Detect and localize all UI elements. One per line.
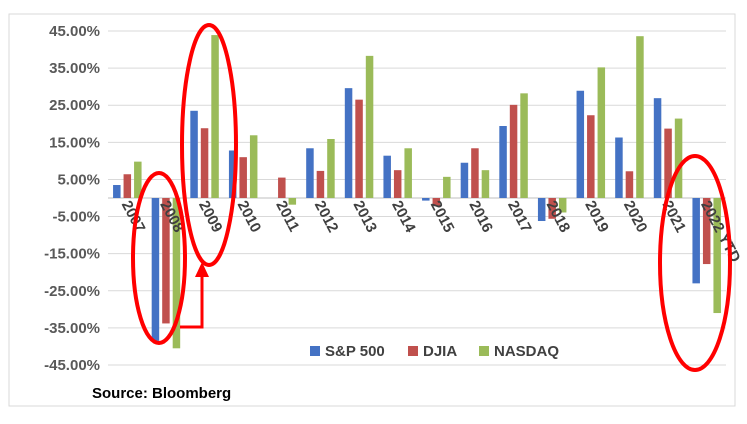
bar — [151, 198, 160, 341]
legend-swatch — [310, 346, 320, 356]
bar — [422, 198, 430, 201]
bar — [664, 128, 672, 198]
bar — [327, 138, 335, 198]
bar — [558, 198, 567, 213]
highlight-ellipse-2008 — [131, 171, 187, 345]
bar — [200, 128, 209, 198]
bar — [316, 170, 325, 198]
bar — [471, 148, 479, 198]
y-tick-label: 25.00% — [49, 97, 100, 114]
bar — [288, 198, 297, 205]
y-tick-label: -45.00% — [44, 357, 100, 374]
bar — [509, 104, 518, 198]
bar — [190, 110, 198, 198]
bar — [576, 90, 585, 198]
highlight-arrow-shaft — [180, 275, 204, 329]
bar — [365, 55, 374, 199]
highlight-ellipse-2022 — [658, 154, 732, 372]
bar — [587, 115, 595, 198]
bar — [228, 150, 237, 198]
highlight-arrow-head — [195, 262, 209, 277]
bar — [460, 162, 469, 198]
bar — [393, 170, 402, 198]
y-tick-label: -15.00% — [44, 246, 100, 263]
bar — [713, 198, 721, 314]
bar — [162, 198, 170, 324]
bar — [172, 198, 181, 349]
bar — [443, 176, 451, 198]
bar — [597, 67, 606, 198]
bar — [481, 170, 490, 198]
bar — [239, 157, 247, 198]
bar — [653, 98, 662, 198]
bar — [692, 198, 700, 284]
bar — [249, 135, 258, 198]
legend-label: S&P 500 — [325, 343, 385, 360]
bar — [615, 137, 623, 198]
bar — [306, 148, 314, 198]
y-tick-label: 15.00% — [49, 134, 100, 151]
legend-label: NASDAQ — [494, 343, 559, 360]
y-tick-label: -35.00% — [44, 320, 100, 337]
bar — [548, 198, 556, 219]
bar — [636, 36, 644, 198]
legend-label: DJIA — [423, 343, 457, 360]
y-tick-label: -5.00% — [52, 209, 100, 226]
bar — [537, 198, 546, 222]
legend-swatch — [408, 346, 418, 356]
source-note: Source: Bloomberg — [92, 385, 232, 402]
bar — [432, 198, 441, 207]
bar — [625, 171, 634, 198]
bar — [134, 161, 142, 198]
bar — [113, 185, 121, 198]
y-tick-label: 45.00% — [49, 23, 100, 40]
bar — [404, 148, 412, 198]
y-tick-label: 35.00% — [49, 60, 100, 77]
bar — [278, 177, 286, 198]
chart-border — [8, 13, 736, 407]
bar — [702, 198, 711, 265]
bar — [383, 155, 391, 198]
bar — [344, 88, 353, 198]
y-tick-label: 5.00% — [57, 171, 100, 188]
bar — [499, 126, 507, 198]
bar — [674, 118, 683, 198]
bar — [355, 99, 363, 198]
highlight-ellipse-2009 — [180, 23, 238, 267]
bar — [520, 93, 528, 198]
legend-swatch — [479, 346, 489, 356]
bar — [123, 174, 132, 198]
y-tick-label: -25.00% — [44, 283, 100, 300]
bar — [211, 35, 219, 199]
